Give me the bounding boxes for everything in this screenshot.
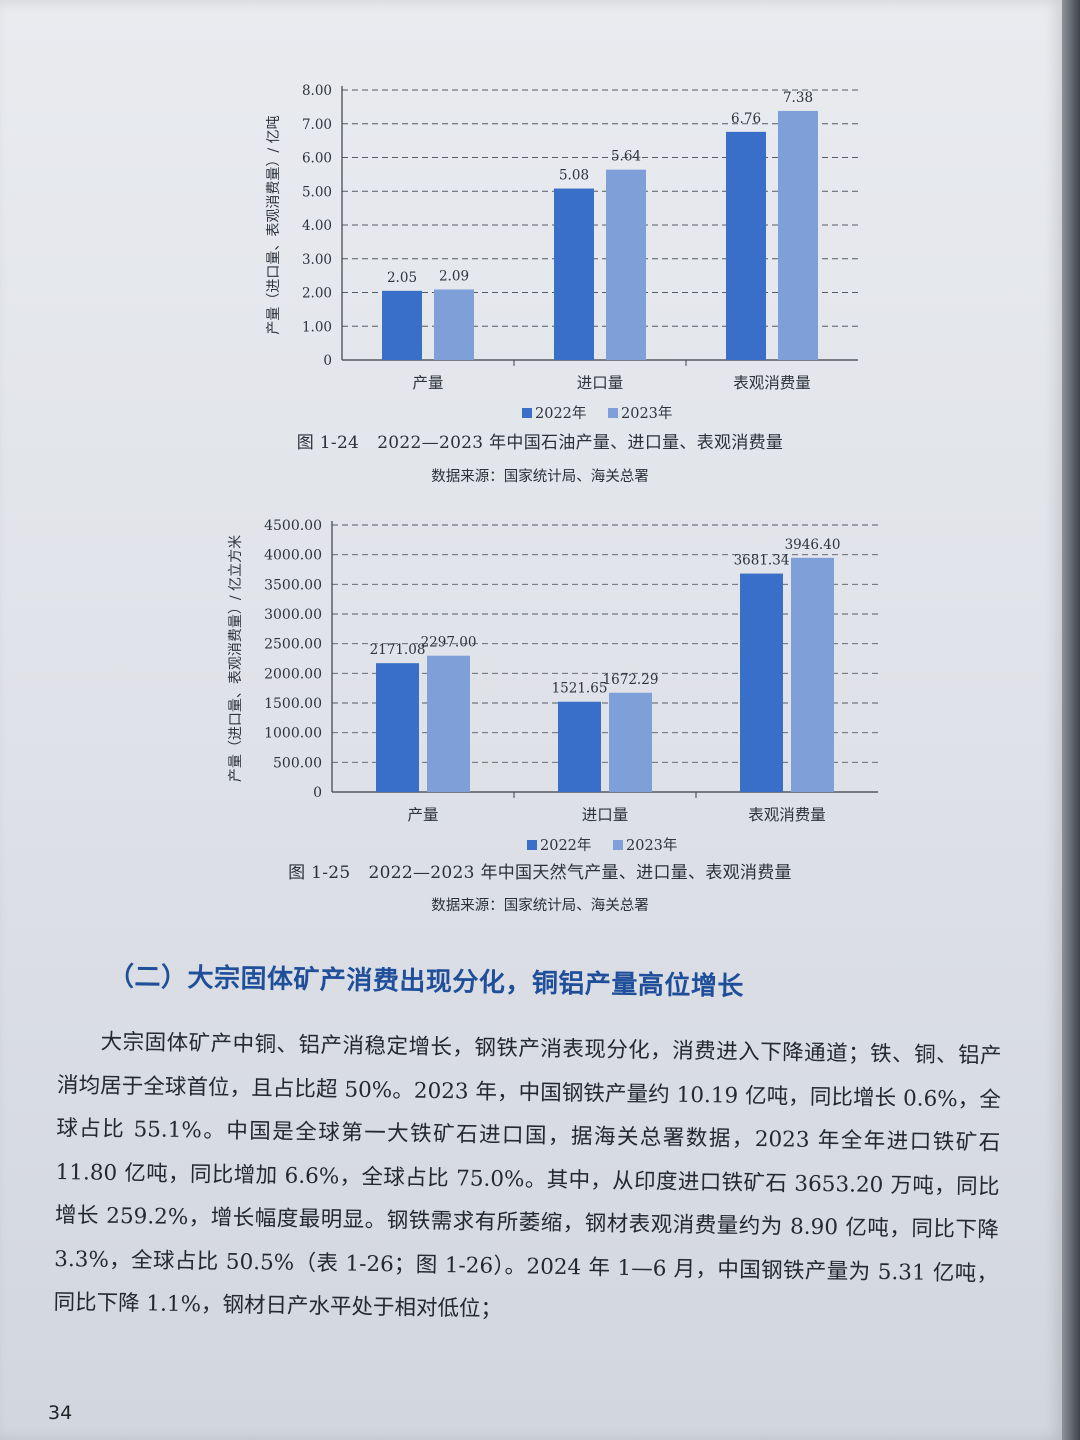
y-tick-label: 8.00 [302,83,332,99]
bar-2023-1 [606,169,646,360]
y-tick-label: 4.00 [302,218,332,234]
y-tick-label: 1500.00 [264,696,322,712]
legend-label: 2023年 [621,405,672,422]
y-tick-label: 3000.00 [264,607,322,623]
bar-2022-1 [554,188,594,360]
bar-2022-0 [376,663,419,792]
y-tick-label: 500.00 [273,755,322,771]
bar-value-label: 3946.40 [785,537,841,553]
legend-label: 2022年 [535,405,586,422]
oil-bar-chart: 0 1.00 2.00 3.00 4.00 5.00 6.00 7.00 8.00 产量（进口量、… [266,83,858,422]
x-category-label: 产量 [412,374,443,392]
bar-value-label: 2297.00 [421,635,477,651]
y-tick-label: 1.00 [302,319,332,335]
bar-2023-0 [427,655,470,792]
x-category-label: 表观消费量 [748,806,826,824]
y-tick-label: 5.00 [302,184,332,200]
y-tick-label: 2500.00 [264,637,322,653]
bar-2022-2 [726,131,766,360]
bar-2023-2 [778,110,818,360]
y-tick-label: 2000.00 [264,666,322,682]
bar-2023-1 [609,692,652,792]
section-heading: （二）大宗固体矿产消费出现分化，铜铝产量高位增长 [107,962,745,1002]
legend-swatch [613,840,623,850]
y-tick-label: 0 [323,353,332,369]
bar-value-label: 1521.65 [552,681,608,697]
figure-1-25-number: 图 1-25 [288,863,351,883]
figure-1-25-title: 2022—2023 年中国天然气产量、进口量、表观消费量 [368,863,792,883]
book-binding-edge [1062,0,1080,1440]
bar-value-label: 2.09 [439,268,469,284]
figure-1-25-caption: 图 1-25 2022—2023 年中国天然气产量、进口量、表观消费量 [0,858,1080,883]
bar-2022-1 [558,701,601,792]
x-category-label: 产量 [407,806,438,824]
figure-1-24-source: 数据来源：国家统计局、海关总署 [431,469,649,485]
figure-1-25-source: 数据来源：国家统计局、海关总署 [431,898,649,914]
bar-value-label: 5.08 [559,168,589,184]
bar-2023-2 [791,557,834,792]
x-category-label: 表观消费量 [733,374,811,392]
figure-1-24-title: 2022—2023 年中国石油产量、进口量、表观消费量 [377,433,784,453]
y-tick-label: 3.00 [302,252,332,268]
y-tick-label: 6.00 [302,151,332,167]
bar-value-label: 2.05 [387,270,417,286]
page-number: 34 [48,1402,73,1424]
bar-value-label: 1672.29 [603,672,659,688]
x-category-label: 进口量 [577,374,624,392]
y-axis-title: 产量（进口量、表观消费量）/ 亿吨 [266,115,282,334]
legend-swatch [527,840,537,850]
bar-value-label: 5.64 [611,149,641,165]
figure-1-24-caption: 图 1-24 2022—2023 年中国石油产量、进口量、表观消费量 [0,428,1080,453]
bar-2022-0 [382,290,422,360]
bar-2023-0 [434,289,474,360]
bar-value-label: 7.38 [783,90,813,106]
figure-1-24-number: 图 1-24 [296,433,360,453]
bar-value-label: 3681.34 [734,553,790,569]
gas-bar-chart: 0 500.00 1000.00 1500.00 2000.00 2500.00 3000.… [228,518,878,854]
legend-label: 2022年 [540,837,591,854]
y-tick-label: 4000.00 [264,548,322,564]
y-tick-label: 4500.00 [264,518,322,534]
legend-label: 2023年 [626,837,677,854]
y-tick-label: 0 [313,785,322,801]
y-tick-label: 3500.00 [264,577,322,593]
x-category-label: 进口量 [582,806,629,824]
y-tick-label: 1000.00 [264,726,322,742]
legend-swatch [522,408,532,418]
legend-swatch [608,408,618,418]
y-tick-label: 2.00 [302,286,332,302]
bar-2022-2 [740,573,783,792]
y-axis-title: 产量（进口量、表观消费量）/ 亿立方米 [228,535,244,782]
y-tick-label: 7.00 [302,117,332,133]
body-paragraph: 大宗固体矿产中铜、铝产消稳定增长，钢铁产消表现分化，消费进入下降通道；铁、铜、铝… [53,1029,1002,1323]
bar-value-label: 6.76 [731,111,761,127]
bar-value-label: 2171.08 [370,642,426,658]
